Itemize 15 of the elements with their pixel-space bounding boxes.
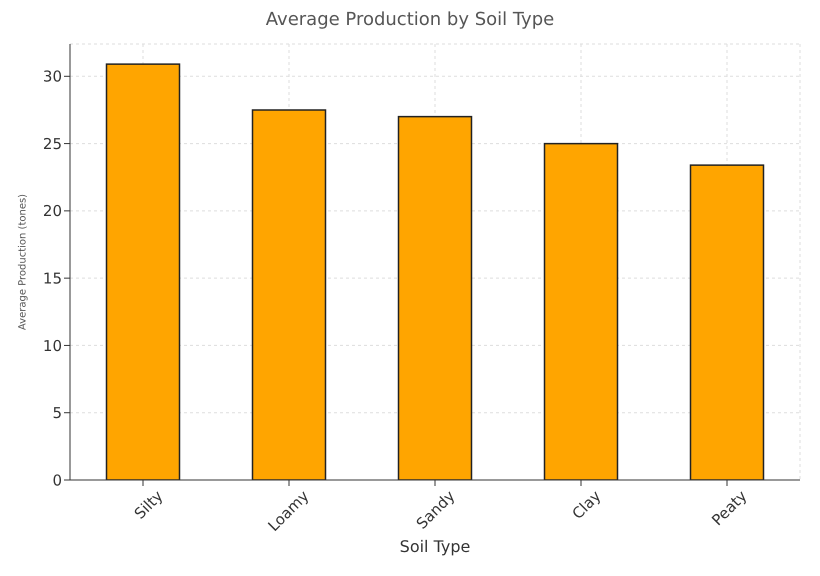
y-tick-label: 5 bbox=[52, 404, 62, 422]
bar bbox=[398, 116, 472, 480]
y-tick-label: 30 bbox=[42, 68, 62, 86]
y-tick-label: 20 bbox=[42, 202, 62, 220]
x-axis-title: Soil Type bbox=[400, 537, 470, 556]
bar bbox=[690, 164, 764, 480]
bar bbox=[106, 63, 180, 480]
y-tick-label: 25 bbox=[42, 134, 62, 153]
bar bbox=[544, 142, 618, 480]
y-tick-label: 0 bbox=[52, 471, 62, 490]
chart-title: Average Production by Soil Type bbox=[264, 8, 556, 32]
y-tick-label: 15 bbox=[42, 269, 62, 288]
bar bbox=[252, 109, 326, 480]
y-tick-label: 10 bbox=[42, 336, 62, 355]
y-axis-title: Average Production (tones) bbox=[18, 194, 29, 330]
